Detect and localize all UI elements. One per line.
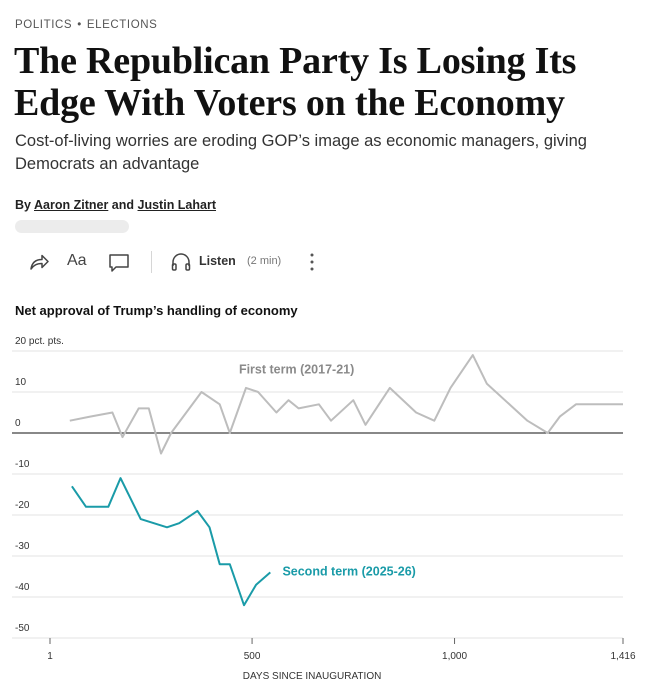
timestamp-placeholder [15, 220, 129, 233]
y-tick-label: -20 [15, 500, 30, 511]
author-link-aaron-zitner[interactable]: Aaron Zitner [34, 198, 109, 212]
more-options-icon[interactable] [308, 251, 316, 278]
comment-icon[interactable] [107, 250, 131, 279]
byline-prefix: By [15, 198, 31, 212]
breadcrumb: POLITICS • ELECTIONS [15, 19, 157, 31]
text-size-icon[interactable]: Aa [67, 252, 87, 269]
breadcrumb-subsection-link[interactable]: ELECTIONS [86, 19, 158, 31]
byline-conjunction: and [111, 198, 135, 212]
x-tick-label: 1 [47, 651, 53, 662]
article-toolbar: Aa Listen (2 min) [15, 248, 335, 278]
listen-duration: (2 min) [247, 255, 282, 267]
chart-series [69, 354, 623, 607]
x-axis-ticks: 1 500 1,000 1,416 [47, 638, 636, 662]
y-tick-label: -30 [15, 541, 30, 552]
x-tick-label: 1,000 [442, 651, 467, 662]
listen-button[interactable]: Listen [199, 254, 236, 268]
y-tick-label: 0 [15, 418, 21, 429]
x-axis-label: DAYS SINCE INAUGURATION [243, 671, 382, 682]
byline: By Aaron Zitner and Justin Lahart [15, 198, 216, 212]
article-dek: Cost-of-living worries are eroding GOP’s… [15, 132, 587, 173]
breadcrumb-section-link[interactable]: POLITICS [15, 19, 73, 31]
first-term-label: First term (2017-21) [239, 363, 354, 377]
article-headline: The Republican Party Is Losing Its Edge … [14, 40, 577, 124]
series-labels: First term (2017-21) Second term (2025-26… [239, 363, 416, 579]
y-tick-label: -50 [15, 623, 30, 634]
y-tick-label: 10 [15, 377, 27, 388]
x-tick-label: 500 [244, 651, 261, 662]
first-term-line [69, 354, 623, 455]
chart-grid [12, 350, 623, 639]
second-term-label: Second term (2025-26) [282, 564, 415, 578]
toolbar-divider [151, 251, 152, 273]
x-tick-label: 1,416 [610, 651, 635, 662]
headphones-icon[interactable] [169, 250, 193, 279]
chart-title: Net approval of Trump’s handling of econ… [15, 303, 298, 318]
y-axis-ticks: 20 pct. pts. 10 0 -10 -20 -30 -40 -50 [15, 336, 64, 634]
share-icon[interactable] [27, 250, 51, 279]
breadcrumb-separator: • [77, 19, 82, 31]
y-tick-label: -10 [15, 459, 30, 470]
y-tick-label: -40 [15, 582, 30, 593]
approval-line-chart: 20 pct. pts. 10 0 -10 -20 -30 -40 -50 1 500 1,000… [12, 336, 636, 682]
y-tick-label: 20 pct. pts. [15, 336, 64, 347]
second-term-line [71, 477, 271, 607]
author-link-justin-lahart[interactable]: Justin Lahart [137, 198, 217, 212]
